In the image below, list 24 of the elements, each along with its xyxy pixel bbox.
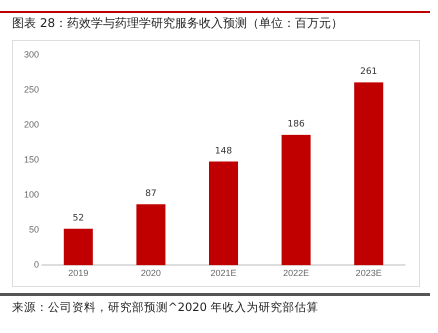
- data-label: 87: [145, 189, 157, 200]
- bar: [354, 82, 384, 266]
- y-tick-label: 150: [24, 154, 40, 165]
- y-tick-label: 200: [24, 120, 40, 130]
- data-label: 148: [214, 146, 232, 156]
- x-tick-label: 2019: [68, 268, 88, 278]
- bar: [64, 228, 93, 266]
- bar: [282, 134, 311, 266]
- y-tick-label: 50: [29, 224, 40, 235]
- x-tick-label: 2022E: [283, 268, 310, 278]
- data-label: 52: [72, 214, 84, 224]
- x-tick-label: 2021E: [210, 268, 237, 278]
- y-tick-label: 100: [24, 190, 40, 200]
- data-label: 186: [288, 120, 305, 130]
- x-tick-label: 2023E: [356, 268, 382, 278]
- source-note: 来源：公司资料，研究部预测^2020 年收入为研究部估算: [0, 293, 430, 316]
- data-label: 261: [360, 67, 378, 78]
- y-tick-label: 300: [24, 49, 40, 60]
- y-tick-label: 0: [34, 260, 40, 270]
- x-tick-label: 2020: [140, 268, 161, 278]
- bar: [136, 204, 166, 266]
- chart-title: 图表 28：药效学与药理学研究服务收入预测（单位：百万元）: [12, 15, 344, 32]
- bar: [208, 162, 238, 266]
- y-tick-label: 250: [24, 84, 40, 95]
